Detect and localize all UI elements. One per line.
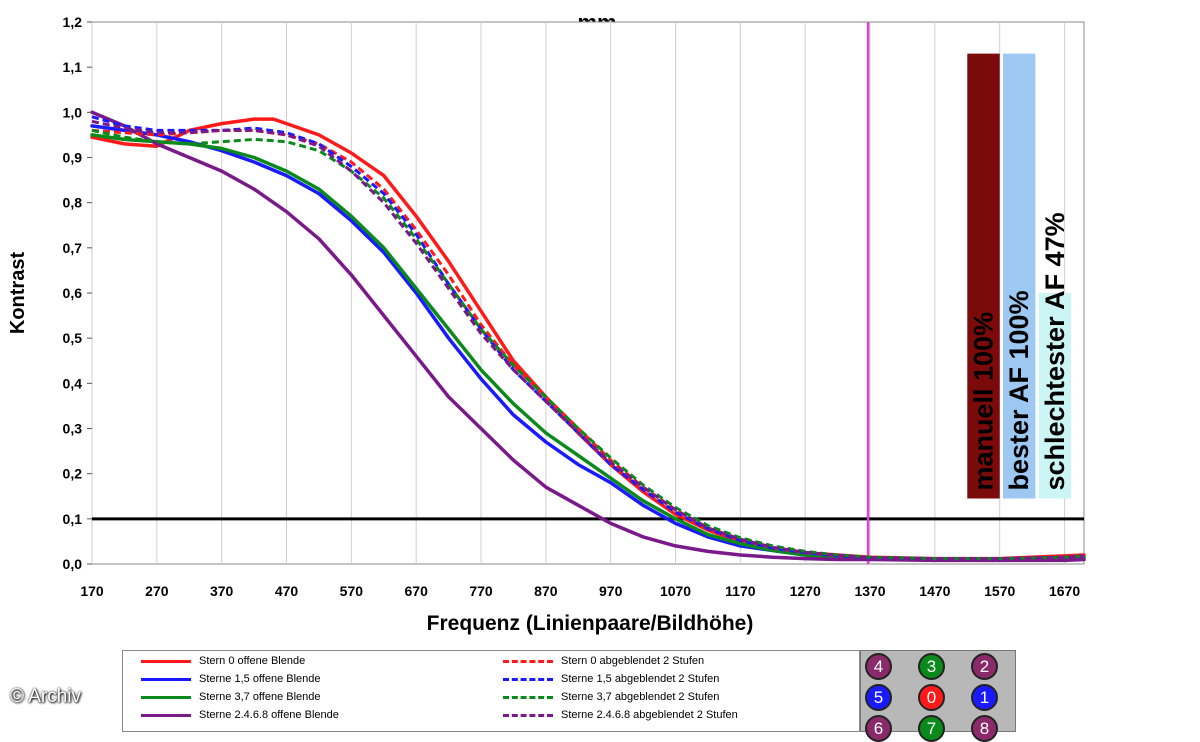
x-tick-label: 1270	[790, 583, 821, 599]
reference-lines	[92, 22, 1084, 564]
legend-swatch	[503, 659, 553, 663]
legend-label: Sterne 3,7 abgeblendet 2 Stufen	[561, 691, 720, 703]
x-tick-label: 1670	[1049, 583, 1080, 599]
y-tick-label: 0,5	[63, 330, 83, 346]
legend-label: Sterne 1,5 abgeblendet 2 Stufen	[561, 673, 720, 685]
legend-label: Sterne 2.4.6.8 offene Blende	[199, 709, 339, 721]
x-tick-label: 1170	[725, 583, 756, 599]
legend-label: Stern 0 offene Blende	[199, 655, 306, 667]
star-dot: 2	[971, 653, 998, 680]
series-line	[90, 110, 1086, 563]
legend-swatch	[141, 677, 191, 681]
y-tick-label: 0,4	[63, 375, 83, 391]
annotation-bar	[1002, 53, 1036, 499]
legend-label: Sterne 1,5 offene Blende	[199, 673, 321, 685]
annotation-bar	[1038, 293, 1072, 499]
y-tick-label: 0,6	[63, 285, 83, 301]
series-lines	[90, 110, 1086, 563]
x-tick-label: 1570	[984, 583, 1015, 599]
y-tick-label: 0,7	[63, 240, 83, 256]
x-tick-label: 170	[80, 583, 104, 599]
star-dot: 5	[865, 684, 892, 711]
x-axis-label: Frequenz (Linienpaare/Bildhöhe)	[427, 612, 754, 635]
y-tick-label: 0,8	[63, 195, 83, 211]
annotation-bars: manuell 100% bester AF 100% schlechtester …	[967, 53, 1072, 499]
legend-item: Sterne 3,7 offene Blende	[141, 689, 321, 705]
x-tick-label: 670	[405, 583, 429, 599]
star-dot: 8	[971, 715, 998, 742]
legend-item: Sterne 3,7 abgeblendet 2 Stufen	[503, 689, 719, 705]
y-tick-label: 0,0	[63, 556, 83, 572]
y-tick-label: 1,0	[63, 104, 83, 120]
y-tick-label: 0,3	[63, 421, 83, 437]
legend: Stern 0 offene Blende Sterne 1,5 offene B…	[122, 650, 860, 732]
legend-item: Sterne 1,5 abgeblendet 2 Stufen	[503, 671, 719, 687]
x-tick-label: 870	[534, 583, 558, 599]
legend-swatch	[141, 659, 191, 663]
legend-item: Stern 0 offene Blende	[141, 653, 305, 669]
x-tick-label: 1070	[660, 583, 691, 599]
legend-label: Sterne 3,7 offene Blende	[199, 691, 321, 703]
legend-swatch	[503, 677, 553, 681]
y-tick-label: 0,2	[63, 466, 83, 482]
y-axis-label: Kontrast	[7, 252, 29, 335]
star-dot: 1	[971, 684, 998, 711]
y-tick-labels: 0,0 0,1 0,2 0,3 0,4 0,5 0,6 0,7 0,8 0,9 1,0 1,1 1,2	[63, 14, 92, 572]
legend-swatch	[141, 713, 191, 717]
x-tick-label: 970	[599, 583, 623, 599]
annotation-bar	[967, 53, 1000, 499]
series-line	[91, 119, 1085, 561]
annotation-label: schlechtester AF 47%	[1040, 212, 1070, 490]
y-tick-label: 0,1	[63, 511, 83, 527]
plot-area	[91, 21, 1085, 565]
x-tick-label: 770	[469, 583, 493, 599]
legend-item: Stern 0 abgeblendet 2 Stufen	[503, 653, 704, 669]
star-dot: 4	[865, 653, 892, 680]
series-line	[91, 128, 1085, 561]
credit-text: © Archiv	[10, 686, 82, 707]
legend-item: Sterne 2.4.6.8 abgeblendet 2 Stufen	[503, 707, 738, 723]
mtf-chart: mm manuell 100%bester AF 100%schlechtest…	[7, 10, 1086, 635]
y-tick-label: 1,2	[63, 14, 83, 30]
star-dot: 3	[918, 653, 945, 680]
y-tick-label: 0,9	[63, 150, 83, 166]
star-dot: 6	[865, 715, 892, 742]
x-tick-label: 570	[340, 583, 364, 599]
legend-swatch	[503, 713, 553, 717]
star-dot: 0	[918, 684, 945, 711]
legend-swatch	[141, 695, 191, 699]
legend-label: Sterne 2.4.6.8 abgeblendet 2 Stufen	[561, 709, 738, 721]
x-tick-label: 370	[210, 583, 234, 599]
x-tick-label: 270	[145, 583, 169, 599]
x-tick-labels: 170 270 370 470 570 670 770 870 970 1070 1170 1270 1…	[80, 583, 1080, 599]
y-tick-label: 1,1	[63, 59, 83, 75]
x-tick-label: 1370	[854, 583, 885, 599]
x-tick-label: 1470	[919, 583, 950, 599]
annotation-label: bester AF 100%	[1004, 290, 1034, 490]
annotation-label: manuell 100%	[969, 312, 999, 491]
legend-item: Sterne 1,5 offene Blende	[141, 671, 321, 687]
legend-item: Sterne 2.4.6.8 offene Blende	[141, 707, 339, 723]
legend-swatch	[503, 695, 553, 699]
x-tick-label: 470	[275, 583, 299, 599]
star-dot: 7	[918, 715, 945, 742]
legend-label: Stern 0 abgeblendet 2 Stufen	[561, 655, 705, 667]
